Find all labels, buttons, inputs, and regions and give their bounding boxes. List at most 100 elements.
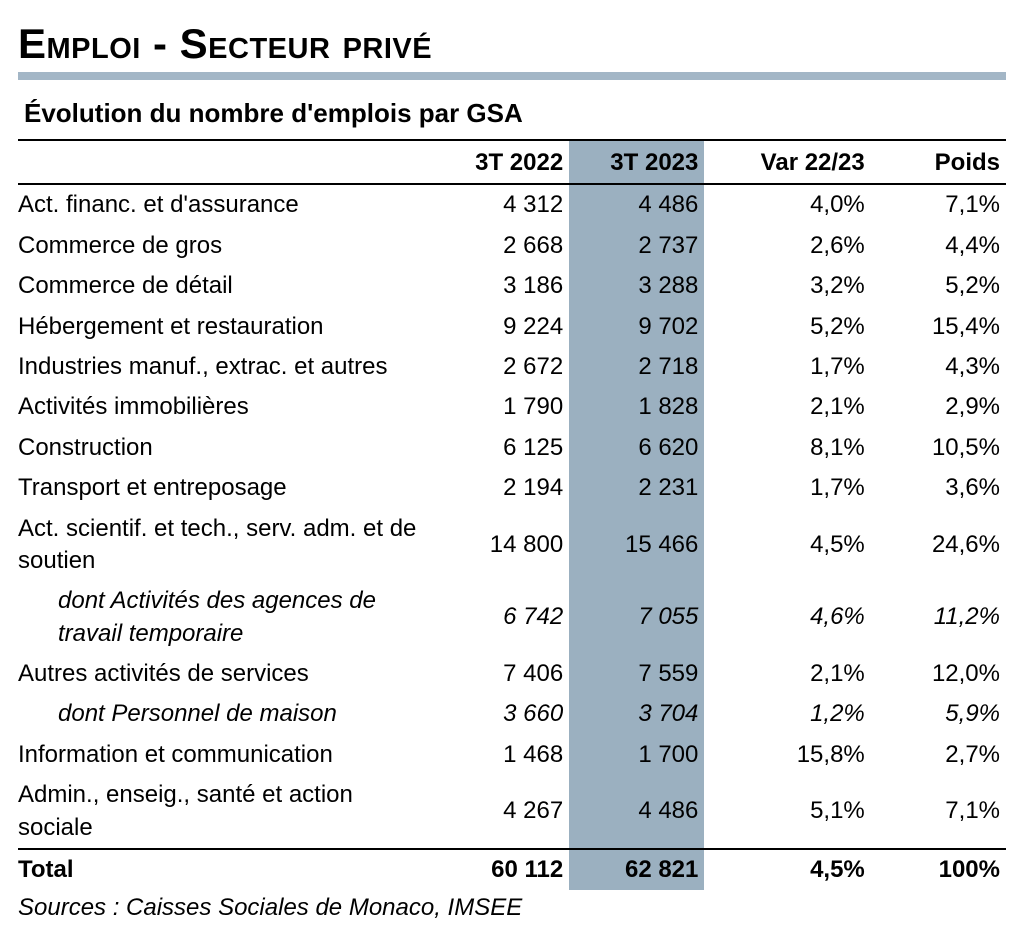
total-var: 4,5% xyxy=(704,849,870,890)
row-label: Industries manuf., extrac. et autres xyxy=(18,347,434,387)
cell-poids: 7,1% xyxy=(871,184,1006,225)
cell-v1: 14 800 xyxy=(434,509,569,582)
cell-v1: 1 790 xyxy=(434,387,569,427)
cell-var: 1,7% xyxy=(704,468,870,508)
cell-poids: 10,5% xyxy=(871,428,1006,468)
page-title: Emploi - Secteur privé xyxy=(18,20,1006,68)
source-note: Sources : Caisses Sociales de Monaco, IM… xyxy=(18,894,1006,922)
cell-v2: 6 620 xyxy=(569,428,704,468)
table-body: Act. financ. et d'assurance4 3124 4864,0… xyxy=(18,184,1006,890)
cell-poids: 15,4% xyxy=(871,307,1006,347)
table-row: Construction6 1256 6208,1%10,5% xyxy=(18,428,1006,468)
table-row: Commerce de détail3 1863 2883,2%5,2% xyxy=(18,266,1006,306)
cell-v1: 4 312 xyxy=(434,184,569,225)
table-row: Information et communication1 4681 70015… xyxy=(18,735,1006,775)
table-subtitle: Évolution du nombre d'emplois par GSA xyxy=(24,98,1006,129)
row-label: Hébergement et restauration xyxy=(18,307,434,347)
cell-v1: 2 672 xyxy=(434,347,569,387)
cell-poids: 5,2% xyxy=(871,266,1006,306)
cell-poids: 3,6% xyxy=(871,468,1006,508)
cell-var: 4,5% xyxy=(704,509,870,582)
table-row: Commerce de gros2 6682 7372,6%4,4% xyxy=(18,226,1006,266)
total-poids: 100% xyxy=(871,849,1006,890)
header-col-1: 3T 2022 xyxy=(434,140,569,184)
cell-v2: 9 702 xyxy=(569,307,704,347)
cell-var: 15,8% xyxy=(704,735,870,775)
cell-poids: 2,9% xyxy=(871,387,1006,427)
cell-v1: 1 468 xyxy=(434,735,569,775)
cell-var: 8,1% xyxy=(704,428,870,468)
cell-v2: 4 486 xyxy=(569,184,704,225)
table-row: Activités immobilières1 7901 8282,1%2,9% xyxy=(18,387,1006,427)
cell-v1: 6 125 xyxy=(434,428,569,468)
cell-poids: 7,1% xyxy=(871,775,1006,849)
table-row: Admin., enseig., santé et action sociale… xyxy=(18,775,1006,849)
table-row: Industries manuf., extrac. et autres2 67… xyxy=(18,347,1006,387)
row-label: Admin., enseig., santé et action sociale xyxy=(18,775,434,849)
table-header-row: 3T 2022 3T 2023 Var 22/23 Poids xyxy=(18,140,1006,184)
cell-v1: 9 224 xyxy=(434,307,569,347)
header-col-3: Var 22/23 xyxy=(704,140,870,184)
cell-v2: 1 700 xyxy=(569,735,704,775)
row-label: Construction xyxy=(18,428,434,468)
cell-poids: 11,2% xyxy=(871,581,1006,654)
table-row: Autres activités de services7 4067 5592,… xyxy=(18,654,1006,694)
cell-v1: 7 406 xyxy=(434,654,569,694)
row-label: Act. financ. et d'assurance xyxy=(18,184,434,225)
cell-var: 3,2% xyxy=(704,266,870,306)
table-row: Transport et entreposage2 1942 2311,7%3,… xyxy=(18,468,1006,508)
cell-v2: 2 231 xyxy=(569,468,704,508)
cell-var: 5,1% xyxy=(704,775,870,849)
header-empty xyxy=(18,140,434,184)
cell-var: 4,0% xyxy=(704,184,870,225)
cell-poids: 12,0% xyxy=(871,654,1006,694)
cell-poids: 4,4% xyxy=(871,226,1006,266)
table-row: Hébergement et restauration9 2249 7025,2… xyxy=(18,307,1006,347)
row-label: Transport et entreposage xyxy=(18,468,434,508)
table-row: dont Personnel de maison3 6603 7041,2%5,… xyxy=(18,694,1006,734)
cell-poids: 24,6% xyxy=(871,509,1006,582)
row-label: Act. scientif. et tech., serv. adm. et d… xyxy=(18,509,434,582)
cell-v2: 7 559 xyxy=(569,654,704,694)
total-v2: 62 821 xyxy=(569,849,704,890)
cell-v2: 2 737 xyxy=(569,226,704,266)
cell-v2: 3 288 xyxy=(569,266,704,306)
table-row: Act. financ. et d'assurance4 3124 4864,0… xyxy=(18,184,1006,225)
cell-var: 2,1% xyxy=(704,654,870,694)
row-label: Commerce de détail xyxy=(18,266,434,306)
employment-table: 3T 2022 3T 2023 Var 22/23 Poids Act. fin… xyxy=(18,139,1006,890)
table-row: dont Activités des agences de travail te… xyxy=(18,581,1006,654)
cell-v1: 2 668 xyxy=(434,226,569,266)
cell-var: 5,2% xyxy=(704,307,870,347)
cell-var: 1,7% xyxy=(704,347,870,387)
cell-v1: 3 660 xyxy=(434,694,569,734)
cell-v2: 15 466 xyxy=(569,509,704,582)
cell-poids: 5,9% xyxy=(871,694,1006,734)
cell-v1: 2 194 xyxy=(434,468,569,508)
row-label: Activités immobilières xyxy=(18,387,434,427)
title-underline xyxy=(18,72,1006,80)
cell-var: 1,2% xyxy=(704,694,870,734)
total-label: Total xyxy=(18,849,434,890)
row-label: dont Activités des agences de travail te… xyxy=(18,581,434,654)
cell-var: 4,6% xyxy=(704,581,870,654)
cell-v2: 3 704 xyxy=(569,694,704,734)
cell-v2: 2 718 xyxy=(569,347,704,387)
table-total-row: Total60 11262 8214,5%100% xyxy=(18,849,1006,890)
cell-v2: 4 486 xyxy=(569,775,704,849)
cell-v1: 6 742 xyxy=(434,581,569,654)
row-label: Autres activités de services xyxy=(18,654,434,694)
cell-var: 2,1% xyxy=(704,387,870,427)
cell-v2: 7 055 xyxy=(569,581,704,654)
cell-var: 2,6% xyxy=(704,226,870,266)
total-v1: 60 112 xyxy=(434,849,569,890)
cell-v2: 1 828 xyxy=(569,387,704,427)
header-col-2: 3T 2023 xyxy=(569,140,704,184)
row-label: dont Personnel de maison xyxy=(18,694,434,734)
cell-poids: 4,3% xyxy=(871,347,1006,387)
row-label: Information et communication xyxy=(18,735,434,775)
cell-v1: 4 267 xyxy=(434,775,569,849)
cell-poids: 2,7% xyxy=(871,735,1006,775)
cell-v1: 3 186 xyxy=(434,266,569,306)
row-label: Commerce de gros xyxy=(18,226,434,266)
